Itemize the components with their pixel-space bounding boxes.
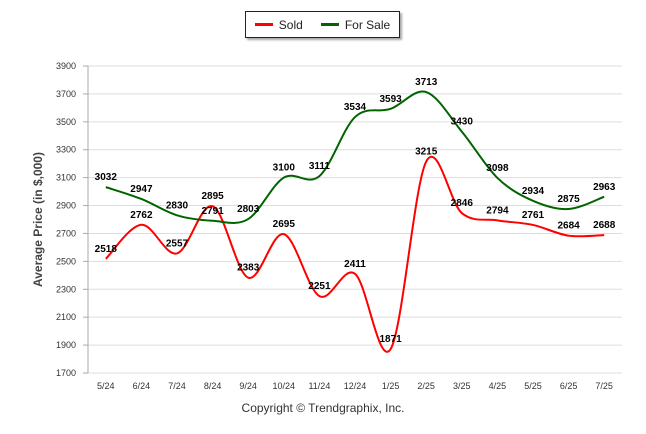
x-tick-label: 8/24 [204,381,222,391]
data-label-sold: 3215 [415,147,438,158]
y-tick-label: 2700 [56,228,76,238]
x-tick-label: 5/24 [97,381,115,391]
x-tick-label: 10/24 [273,381,296,391]
data-label-sold: 2762 [130,210,153,221]
data-label-for-sale: 2791 [201,206,224,217]
x-tick-label: 6/25 [560,381,578,391]
data-label-for-sale: 2830 [166,200,189,211]
data-label-for-sale: 2947 [130,184,153,195]
y-tick-label: 2100 [56,312,76,322]
y-tick-label: 3900 [56,61,76,71]
data-label-for-sale: 2803 [237,204,260,215]
data-label-for-sale: 2934 [522,186,545,197]
data-label-for-sale: 3098 [486,163,509,174]
data-label-for-sale: 2875 [557,194,580,205]
x-tick-label: 7/25 [595,381,613,391]
y-tick-label: 3500 [56,117,76,127]
y-tick-label: 1900 [56,340,76,350]
data-label-sold: 2411 [344,259,366,270]
data-label-sold: 2794 [486,205,509,216]
y-axis-label: Average Price (in $,000) [31,152,45,287]
data-label-sold: 2684 [557,221,580,232]
data-label-for-sale: 3534 [344,102,367,113]
data-label-for-sale: 3100 [273,163,296,174]
data-label-sold: 2895 [201,191,224,202]
series-line-for-sale [105,90,605,224]
for-sale-swatch [320,23,339,26]
y-tick-label: 2300 [56,284,76,294]
data-label-for-sale: 3111 [309,161,331,172]
copyright-text: Copyright © Trendgraphix, Inc. [241,401,405,415]
x-tick-label: 2/25 [417,381,435,391]
x-tick-label: 6/24 [133,381,151,391]
x-tick-label: 1/25 [382,381,400,391]
data-label-sold: 2557 [166,238,189,249]
data-label-sold: 2251 [308,281,331,292]
x-tick-label: 12/24 [344,381,367,391]
x-tick-label: 5/25 [524,381,542,391]
data-label-sold: 1871 [379,334,402,345]
data-label-for-sale: 3593 [379,94,402,105]
chart: 1700 1900 2100 2300 2500 2700 2900 3100 3300 3500… [31,61,622,391]
data-label-sold: 2761 [522,210,545,221]
data-label-sold: 2695 [273,219,296,230]
x-tick-label: 4/25 [489,381,507,391]
data-label-for-sale: 3032 [95,172,118,183]
x-tick-label: 9/24 [239,381,257,391]
legend-item-for-sale[interactable]: For Sale [320,17,391,32]
data-label-for-sale: 2963 [593,182,616,193]
y-tick-label: 2500 [56,256,76,266]
data-label-sold: 2383 [237,263,260,274]
sold-swatch [254,23,273,26]
data-label-for-sale: 3713 [415,77,438,88]
legend: Sold For Sale [245,11,400,38]
legend-item-sold[interactable]: Sold [254,17,303,32]
data-label-for-sale: 3430 [451,117,474,128]
data-label-sold: 2846 [451,198,474,209]
data-label-sold: 2688 [593,220,616,231]
x-tick-label: 7/24 [168,381,186,391]
data-label-sold: 2518 [95,244,118,255]
y-tick-label: 3100 [56,173,76,183]
y-tick-label: 1700 [56,368,76,378]
legend-sold-label: Sold [278,17,303,32]
y-tick-label: 2900 [56,201,76,211]
legend-for-sale-label: For Sale [344,17,391,32]
y-tick-label: 3700 [56,89,76,99]
x-tick-label: 3/25 [453,381,471,391]
x-tick-label: 11/24 [308,381,330,391]
y-tick-label: 3300 [56,145,76,155]
